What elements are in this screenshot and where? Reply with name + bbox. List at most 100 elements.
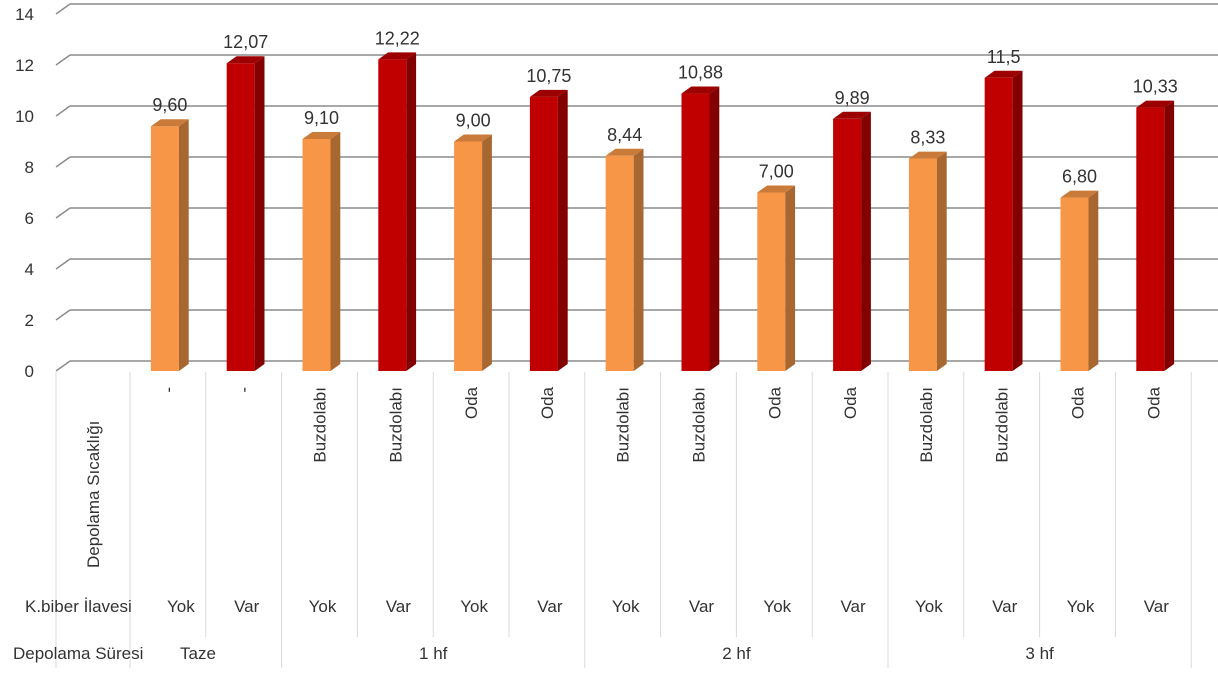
bar-side (1012, 70, 1023, 371)
bar-top (833, 111, 871, 119)
data-labels: 9,60 12,07 9,10 12,22 9,00 10,75 8,44 10,88 7,00… (152, 28, 1177, 186)
bars (150, 52, 1175, 372)
bar-top (1136, 100, 1175, 108)
data-label: 9,10 (304, 108, 339, 128)
data-label: 7,00 (759, 162, 794, 182)
storage-temp-label: Buzdolabı (917, 387, 936, 463)
pepper-label: Var (537, 597, 563, 616)
bar-top (605, 148, 644, 156)
bar (454, 141, 483, 371)
y-tick-label: 4 (25, 260, 34, 279)
storage-temp-label: Oda (462, 386, 481, 419)
bar (378, 59, 407, 371)
data-label: 10,88 (678, 63, 723, 83)
row-header-storage-temp: Depolama Sıcaklığı (84, 421, 103, 568)
bar (226, 63, 255, 372)
bar-side (557, 89, 568, 371)
storage-temp-label: - (159, 387, 178, 393)
storage-temp-label: Buzdolabı (690, 387, 709, 463)
storage-temp-label: - (235, 387, 254, 393)
bar (605, 155, 634, 371)
storage-temp-label: Buzdolabı (614, 387, 633, 463)
bar-top (529, 89, 568, 97)
duration-label: 1 hf (419, 644, 448, 663)
bar-top (302, 131, 341, 139)
storage-temp-label: Buzdolabı (993, 387, 1012, 463)
row-header-duration: Depolama Süresi (13, 644, 143, 663)
data-label: 9,60 (152, 95, 187, 115)
pepper-label: Var (1144, 597, 1170, 616)
bar (908, 158, 937, 371)
gridline-diagonal (55, 105, 71, 117)
bar (1136, 107, 1165, 372)
y-tick-label: 6 (25, 209, 34, 228)
y-tick-label: 2 (25, 311, 34, 330)
bar-side (178, 119, 189, 371)
bar-side (633, 148, 644, 371)
row-header-pepper: K.biber İlavesi (25, 597, 132, 616)
storage-temp-label: Buzdolabı (311, 387, 330, 463)
bar-top (150, 119, 189, 127)
data-label: 12,07 (223, 32, 268, 52)
pepper-label: Yok (612, 597, 640, 616)
duration-label: 2 hf (722, 644, 751, 663)
bar-side (1164, 100, 1175, 372)
data-label: 10,75 (526, 66, 571, 86)
data-label: 9,00 (456, 111, 491, 131)
bar (529, 96, 558, 371)
bar-top (226, 56, 265, 64)
pepper-label: Var (386, 597, 412, 616)
gridline-diagonal (55, 54, 71, 66)
bar-side (709, 86, 720, 371)
bar (150, 126, 179, 371)
storage-temp-label: Oda (841, 386, 860, 419)
storage-temp-label: Oda (1069, 386, 1088, 419)
bar-side (936, 151, 947, 371)
data-label: 9,89 (835, 88, 870, 108)
storage-temp-label: Oda (538, 386, 557, 419)
bar (833, 118, 862, 372)
bar-top (908, 151, 947, 159)
storage-temp-label: Oda (765, 386, 784, 419)
storage-temp-label: Buzdolabı (386, 387, 405, 463)
data-label: 10,33 (1133, 77, 1178, 97)
data-label: 8,44 (607, 125, 642, 145)
pepper-label: Yok (1067, 597, 1095, 616)
bar-top (757, 185, 796, 193)
data-label: 12,22 (375, 28, 420, 48)
y-tick-label: 12 (15, 56, 34, 75)
pepper-label: Yok (460, 597, 488, 616)
gridline-diagonal (55, 3, 71, 15)
gridline-diagonal (55, 207, 71, 219)
gridline-diagonal (55, 360, 71, 372)
pepper-label: Yok (763, 597, 791, 616)
y-axis-ticks: 0 2 4 6 8 10 12 14 (15, 5, 34, 381)
y-tick-label: 14 (15, 5, 34, 24)
bar (302, 138, 331, 371)
bar-side (785, 185, 796, 371)
data-label: 6,80 (1062, 167, 1097, 187)
bar-side (861, 111, 871, 372)
bar (757, 192, 786, 371)
bar-side (254, 56, 265, 372)
data-label: 11,5 (987, 47, 1021, 67)
pepper-label: Var (840, 597, 866, 616)
duration-label: 3 hf (1025, 644, 1054, 663)
pepper-label: Var (992, 597, 1018, 616)
bar-top (454, 134, 492, 142)
y-tick-label: 10 (15, 107, 34, 126)
bar-top (984, 70, 1023, 78)
bar (984, 77, 1013, 371)
gridline-diagonal (55, 309, 71, 321)
pepper-label: Yok (915, 597, 943, 616)
bar (681, 93, 710, 371)
data-label: 8,33 (910, 128, 945, 148)
bar-top (1060, 190, 1099, 198)
pepper-label: Yok (167, 597, 195, 616)
pepper-label: Var (234, 597, 260, 616)
gridline-diagonal (55, 258, 71, 270)
bar-side (406, 52, 417, 371)
storage-temp-label: Oda (1144, 386, 1163, 419)
gridline-diagonal (55, 156, 71, 168)
